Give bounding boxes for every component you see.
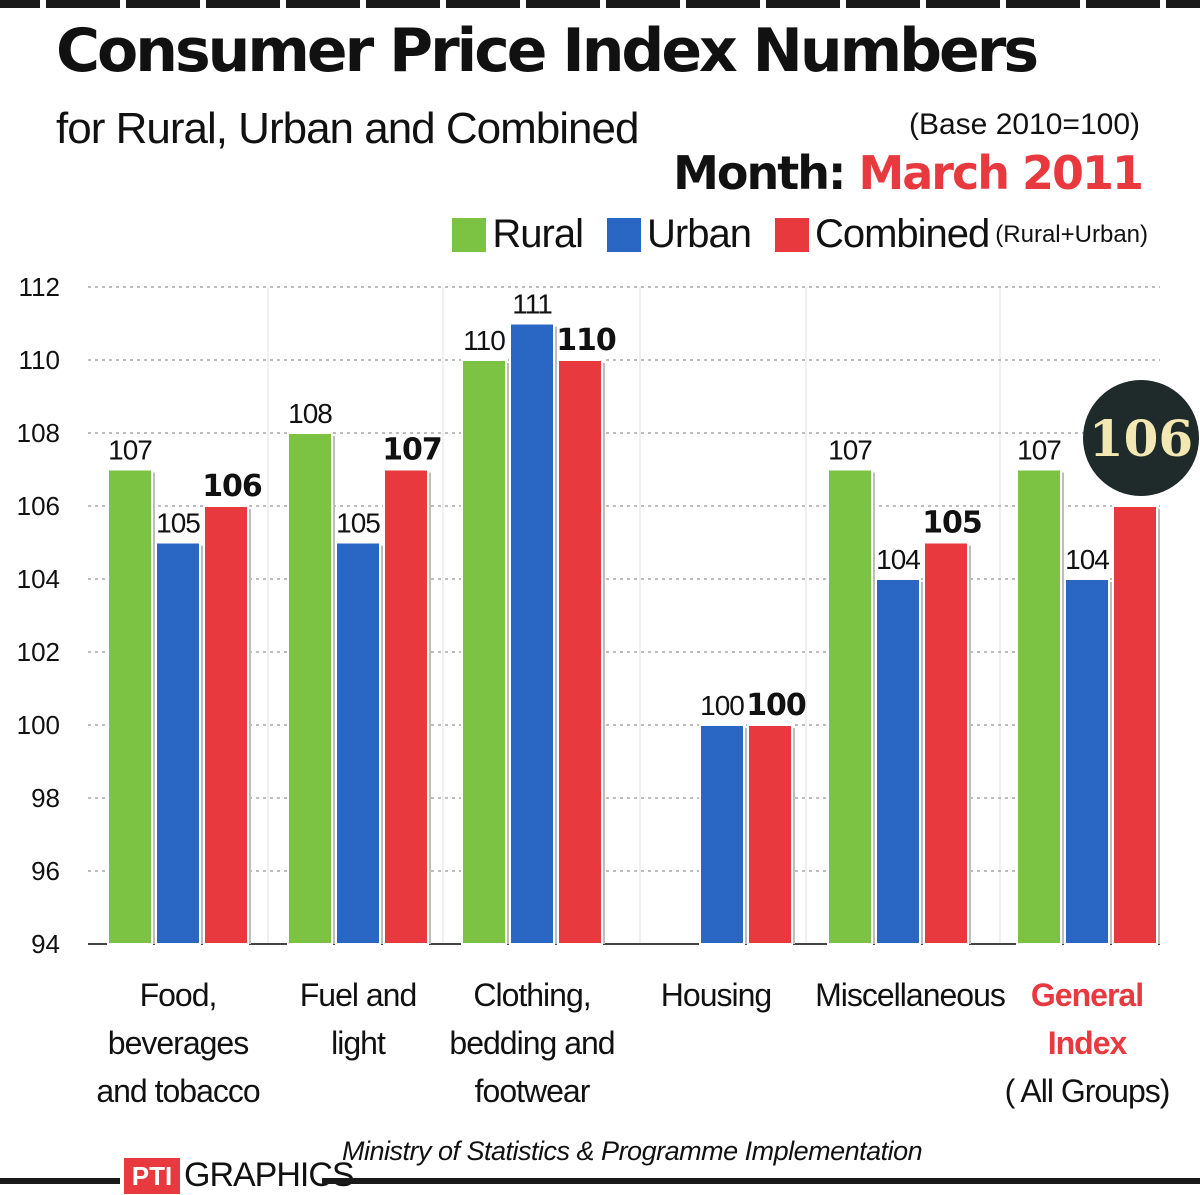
category-label-1-line-1: light [331,1025,386,1061]
bar-urban-2 [509,322,555,945]
value-label-urban-2: 111 [512,289,552,320]
bar-rural-5 [1016,468,1062,945]
bar-urban-1 [335,541,381,945]
category-label-5-line-2: ( All Groups) [1005,1073,1170,1109]
pti-graphics-credit: PTI GRAPHICS [0,1154,355,1194]
value-label-urban-4: 104 [876,544,920,575]
value-label-urban-1: 105 [336,508,380,539]
legend-label-urban: Urban [647,212,752,256]
value-label-combined-1: 107 [382,433,442,468]
category-label-0-line-1: beverages [108,1025,248,1061]
base-note: (Base 2010=100) [908,108,1140,141]
value-label-rural-5: 107 [1017,435,1061,466]
legend-item-rural: Rural [452,212,584,257]
bar-combined-2 [557,359,603,945]
category-label-4-line-0: Miscellaneous [815,977,1005,1013]
bar-chart: 949698100102104106108110112107105106Food… [17,272,1199,1109]
y-tick-label-108: 108 [17,418,60,448]
y-tick-label-100: 100 [17,710,60,740]
legend-item-combined: Combined (Rural+Urban) [774,212,1148,257]
legend-label-rural: Rural [492,212,584,256]
month-label: Month: [673,146,846,200]
legend-combined-note: (Rural+Urban) [995,220,1148,248]
pti-logo: PTI [124,1158,180,1194]
value-label-rural-0: 107 [108,435,152,466]
bar-rural-2 [461,359,507,945]
bar-urban-0 [155,541,201,945]
credit-rule [0,1178,120,1184]
value-label-combined-0: 106 [202,469,262,504]
value-label-combined-3: 100 [746,688,806,723]
bar-combined-5 [1112,505,1158,945]
legend-swatch-rural [452,217,487,252]
month-line: Month: March 2011 [673,146,1144,200]
y-tick-label-96: 96 [31,856,60,886]
value-label-rural-4: 107 [828,435,872,466]
legend-swatch-urban [607,217,641,252]
bar-combined-3 [747,724,793,945]
y-tick-label-106: 106 [17,491,60,521]
legend-swatch-combined [774,217,809,252]
value-label-urban-0: 105 [156,508,200,539]
chart-subtitle: for Rural, Urban and Combined [56,104,639,153]
bar-rural-1 [287,432,333,945]
category-label-5-line-0: General [1031,977,1143,1013]
legend-label-combined: Combined [814,212,990,256]
category-label-0-line-2: and tobacco [96,1073,260,1109]
value-label-urban-5: 104 [1065,544,1109,575]
value-label-combined-4: 105 [922,506,982,541]
bar-rural-0 [107,468,153,945]
month-value: March 2011 [858,146,1144,200]
top-decorative-band [0,0,1200,8]
credit-text: GRAPHICS [184,1156,355,1194]
category-label-1-line-0: Fuel and [300,977,417,1013]
bar-combined-1 [383,468,429,945]
y-tick-label-104: 104 [17,564,60,594]
category-label-2-line-1: bedding and [449,1025,614,1061]
legend-item-urban: Urban [607,212,752,257]
category-label-0-line-0: Food, [140,977,217,1013]
highlight-badge-circle [1083,380,1199,496]
category-label-5-line-1: Index [1048,1025,1128,1061]
source-note: Ministry of Statistics & Programme Imple… [342,1136,923,1166]
value-label-rural-1: 108 [288,398,332,429]
y-tick-label-94: 94 [31,929,60,959]
bar-urban-4 [875,578,921,945]
value-label-combined-2: 110 [556,323,616,358]
bar-combined-0 [203,505,249,945]
category-label-3-line-0: Housing [661,977,771,1013]
bar-urban-5 [1064,578,1110,945]
bottom-rule [322,1178,1200,1184]
y-tick-label-112: 112 [19,272,60,302]
chart-title: Consumer Price Index Numbers [56,16,1039,86]
value-label-rural-2: 110 [463,325,505,356]
y-tick-label-110: 110 [19,345,60,375]
bar-combined-4 [923,541,969,945]
chart-legend: Rural Urban Combined (Rural+Urban) [428,212,1148,257]
highlight-badge-value: 106 [1089,409,1193,468]
bar-rural-4 [827,468,873,945]
y-tick-label-102: 102 [17,637,60,667]
category-label-2-line-2: footwear [475,1073,591,1109]
y-tick-label-98: 98 [31,783,60,813]
value-label-urban-3: 100 [700,690,744,721]
bar-urban-3 [699,724,745,945]
category-label-2-line-0: Clothing, [473,977,590,1013]
